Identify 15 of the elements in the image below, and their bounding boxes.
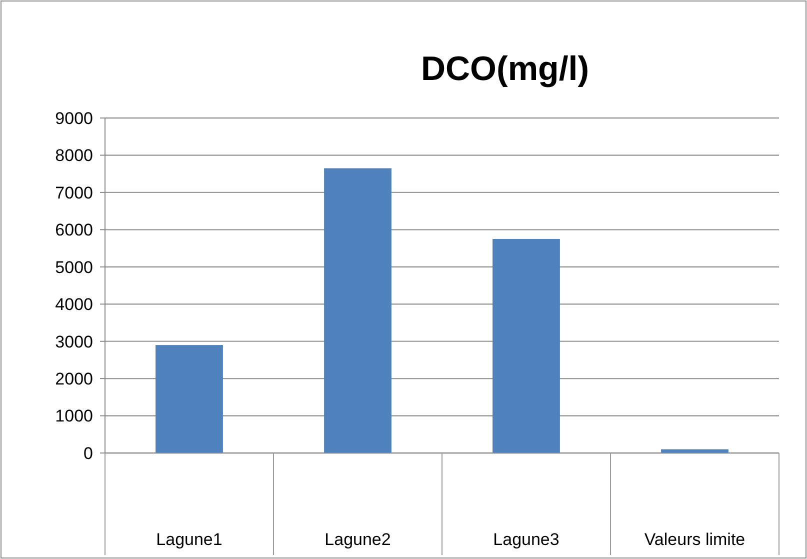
y-tick-label: 6000 xyxy=(55,220,93,240)
y-tick-label: 2000 xyxy=(55,370,93,389)
y-tick-label: 7000 xyxy=(55,183,93,202)
y-tick-label: 9000 xyxy=(55,108,93,128)
x-tick-label: Lagune3 xyxy=(493,530,560,549)
y-tick-label: 4000 xyxy=(55,295,93,314)
y-tick-label: 1000 xyxy=(55,406,93,426)
chart-title: DCO(mg/l) xyxy=(420,50,590,88)
x-tick-label: Lagune1 xyxy=(156,530,222,549)
x-tick-label: Valeurs limite xyxy=(644,530,746,549)
y-tick-label: 8000 xyxy=(55,146,93,166)
y-tick-label: 0 xyxy=(84,444,93,463)
y-tick-label: 5000 xyxy=(55,258,93,277)
x-tick-label: Lagune2 xyxy=(324,530,391,549)
y-tick-label: 3000 xyxy=(55,332,93,352)
